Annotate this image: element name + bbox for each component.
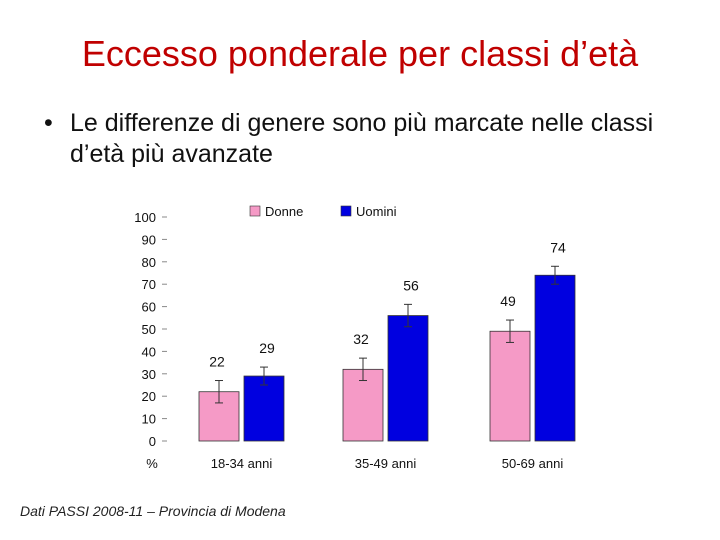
legend-label-donne: Donne — [265, 204, 303, 219]
y-tick-label: 50 — [142, 322, 156, 337]
data-label: 74 — [550, 239, 566, 255]
data-label: 56 — [403, 277, 419, 293]
y-tick-label: 60 — [142, 300, 156, 315]
slide-title: Eccesso ponderale per classi d’età — [81, 33, 639, 74]
legend-swatch-donne — [249, 205, 261, 217]
legend-swatch-uomini — [340, 205, 352, 217]
bar-uomini-2 — [387, 315, 429, 442]
data-label: 49 — [500, 293, 516, 309]
x-tick-label: 18-34 anni — [211, 456, 273, 471]
legend-label-uomini: Uomini — [356, 204, 397, 219]
y-tick-label: 40 — [142, 344, 156, 359]
data-label: 32 — [353, 331, 369, 347]
bullet-point: • Le differenze di genere sono più marca… — [44, 108, 664, 170]
y-tick-label: 100 — [134, 210, 156, 225]
bar-uomini-1 — [243, 375, 285, 442]
y-tick-label: 80 — [142, 255, 156, 270]
x-tick-label: 35-49 anni — [355, 456, 417, 471]
data-label: 29 — [259, 340, 275, 356]
y-axis-label: % — [146, 456, 158, 471]
bar-donne-3 — [489, 330, 531, 442]
y-tick-label: 20 — [142, 389, 156, 404]
bullet-marker: • — [44, 109, 53, 137]
source-footnote: Dati PASSI 2008-11 – Provincia di Modena — [20, 503, 286, 519]
x-tick-label: 50-69 anni — [502, 456, 564, 471]
data-label: 22 — [209, 354, 225, 370]
bar-uomini-3 — [534, 274, 576, 442]
y-tick-label: 0 — [149, 434, 156, 449]
y-tick-label: 70 — [142, 277, 156, 292]
y-tick-label: 30 — [142, 367, 156, 382]
y-tick-label: 90 — [142, 232, 156, 247]
bar-donne-2 — [342, 368, 384, 442]
y-tick-label: 10 — [142, 412, 156, 427]
bullet-text: Le differenze di genere sono più marcate… — [70, 109, 654, 168]
